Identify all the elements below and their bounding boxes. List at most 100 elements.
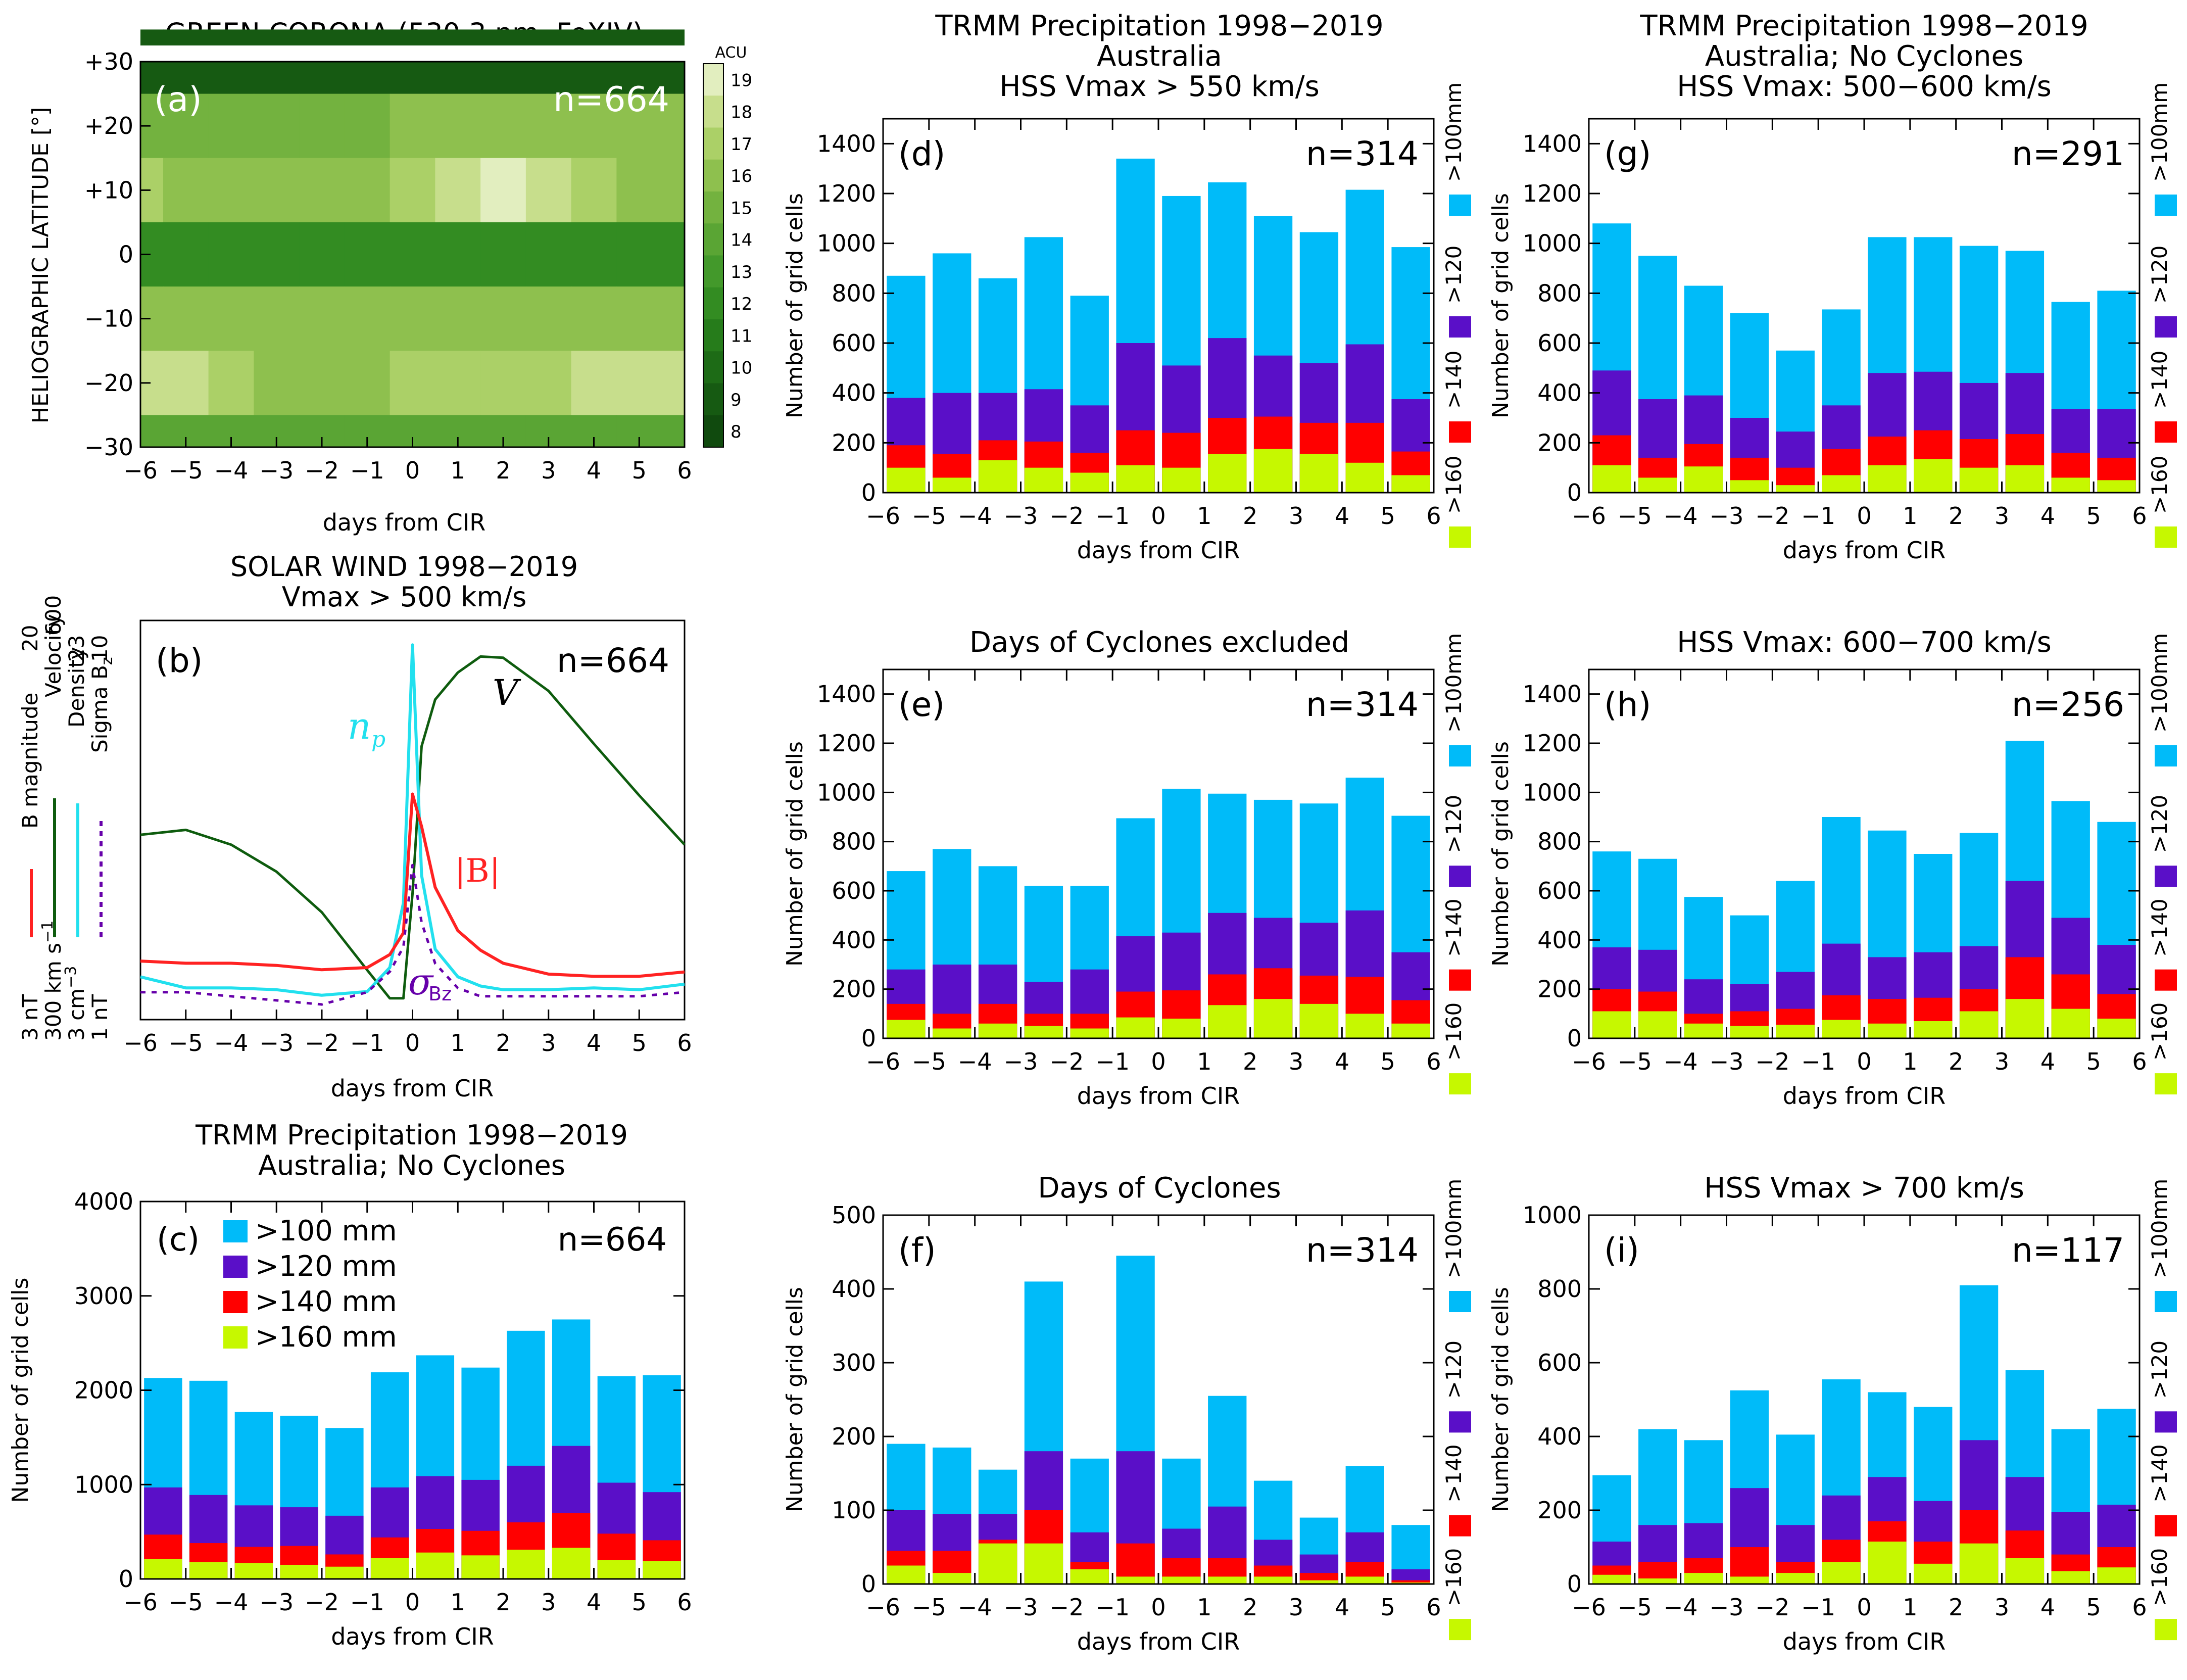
x-tick-label: 6: [677, 457, 692, 484]
x-tick-label: 1: [451, 1029, 465, 1057]
y-axis-label: Number of grid cells: [1488, 1287, 1514, 1512]
colorbar-tick-label: 19: [731, 70, 752, 90]
panel-d-title-1: TRMM Precipitation 1998−2019: [935, 10, 1383, 42]
colorbar-swatch: [703, 191, 723, 224]
x-tick-label: 5: [1381, 502, 1395, 530]
panel-c-legend: >100 mm >120 mm >140 mm >160 mm: [223, 1215, 397, 1354]
threshold-label-0: >100mm: [1441, 82, 1466, 182]
threshold-swatch-1: [2155, 1411, 2177, 1433]
threshold-label-1: >120: [2147, 795, 2172, 853]
colorbar-swatch: [703, 351, 723, 384]
y-tick-label: 300: [832, 1349, 876, 1376]
x-tick-label: −6: [866, 1594, 900, 1621]
x-tick-label: 4: [587, 457, 601, 484]
panel-b-label: (b): [156, 641, 203, 680]
y-tick-label: 800: [832, 828, 876, 855]
bar-c-s3-4: [325, 1566, 364, 1579]
heat-cell: [299, 158, 345, 223]
y-tick-label: 0: [861, 479, 876, 506]
x-tick-label: −3: [259, 1029, 294, 1057]
x-tick-label: 6: [1426, 1048, 1441, 1075]
bar-d-s3-3: [1024, 467, 1063, 493]
x-tick-label: 2: [1949, 1048, 1963, 1075]
x-axis-label: days from CIR: [1077, 1628, 1240, 1655]
x-tick-label: 3: [1995, 502, 2009, 530]
colorbar-swatch: [703, 159, 723, 192]
bar-g-s3-9: [2005, 465, 2045, 493]
bar-h-s3-6: [1868, 1023, 1907, 1038]
x-tick-label: 2: [1243, 1594, 1257, 1621]
y-tick-label: 600: [1537, 877, 1582, 904]
heat-cell: [344, 351, 391, 416]
bar-f-s3-5: [1116, 1576, 1155, 1584]
heat-cell: [208, 351, 255, 416]
threshold-swatch-1: [2155, 866, 2177, 887]
bar-f-s3-8: [1253, 1576, 1293, 1584]
heat-cell: [480, 351, 526, 416]
panel-b-title-2: Vmax > 500 km/s: [282, 581, 527, 613]
x-axis-label: days from CIR: [1783, 537, 1946, 564]
bar-h-s3-7: [1914, 1021, 1953, 1038]
legend-label-100: >100 mm: [255, 1215, 397, 1247]
bar-e-s3-9: [1299, 1003, 1339, 1038]
x-tick-label: 1: [451, 1589, 465, 1616]
y-tick-label: −10: [84, 305, 133, 332]
tick-top-s: 10: [87, 635, 112, 662]
bar-panels: −6 −5 −4 −3 −2 −1 0 1 2 3 4 5 601000200030004000days…: [8, 82, 2177, 1655]
y-tick-label: 1000: [1523, 230, 1582, 257]
heat-cell: [571, 158, 617, 223]
bar-h-s3-2: [1684, 1023, 1723, 1038]
heat-cell: [299, 222, 345, 287]
heat-cell: [525, 351, 572, 416]
threshold-label-1: >120: [2147, 246, 2172, 304]
bar-d-s3-5: [1116, 465, 1155, 493]
y-tick-label: 0: [861, 1570, 876, 1598]
y-tick-label: 1000: [74, 1471, 133, 1498]
x-tick-label: 0: [1151, 1594, 1165, 1621]
panel-d-n: n=314: [1306, 134, 1419, 173]
x-tick-label: −2: [1049, 502, 1084, 530]
x-tick-label: −5: [1618, 1048, 1652, 1075]
heat-cell: [390, 93, 436, 159]
bar-i-s3-7: [1914, 1563, 1953, 1584]
y-tick-label: 400: [832, 926, 876, 953]
y-tick-label: 800: [1537, 279, 1582, 307]
colorbar-tick-label: 10: [731, 358, 752, 378]
tick-bot-b: 3 nT: [18, 994, 42, 1041]
x-tick-label: −5: [169, 1589, 203, 1616]
threshold-swatch-1: [1449, 316, 1471, 338]
threshold-swatch-0: [2155, 1291, 2177, 1312]
label-bmag: |B|: [455, 852, 500, 890]
heat-cell: [571, 222, 617, 287]
heat-cell: [480, 286, 526, 352]
x-tick-label: −2: [1049, 1594, 1084, 1621]
heat-cell: [254, 158, 300, 223]
threshold-swatch-0: [2155, 745, 2177, 766]
bar-i-s3-8: [1959, 1543, 1999, 1584]
panel-g-chart: −6 −5 −4 −3 −2 −1 0 1 2 3 4 5 6 0 200 400 600 800 1000 1200…: [1488, 82, 2177, 564]
bar-e-s3-7: [1208, 1005, 1247, 1038]
x-axis-label: days from CIR: [1783, 1082, 1946, 1110]
heat-cell: [163, 158, 209, 223]
x-tick-label: 4: [2040, 1594, 2055, 1621]
y-tick-label: +10: [84, 176, 133, 204]
tick-top-n: 23: [64, 635, 89, 662]
colorbar-swatch: [703, 223, 723, 256]
panel-i-label: (i): [1604, 1231, 1639, 1270]
x-tick-label: 6: [1426, 502, 1441, 530]
threshold-label-0: >100mm: [2147, 82, 2172, 182]
bar-e-s3-10: [1345, 1014, 1384, 1038]
bar-d-s3-6: [1162, 467, 1201, 493]
bar-g-s3-11: [2097, 480, 2136, 493]
x-tick-label: 4: [587, 1029, 601, 1057]
panel-i-n: n=117: [2012, 1231, 2124, 1270]
heat-cell: [480, 93, 526, 159]
tick-bot-n-sup: −3: [62, 966, 80, 988]
panel-h-label: (h): [1604, 685, 1651, 724]
tick-bot-n-text: 3 cm: [64, 988, 89, 1041]
tick-bot-v-text: 300 km s: [41, 943, 66, 1041]
bar-g-s3-0: [1592, 465, 1631, 493]
heat-cell: [390, 351, 436, 416]
y-tick-label: +20: [84, 112, 133, 139]
threshold-label-1: >120: [2147, 1340, 2172, 1399]
